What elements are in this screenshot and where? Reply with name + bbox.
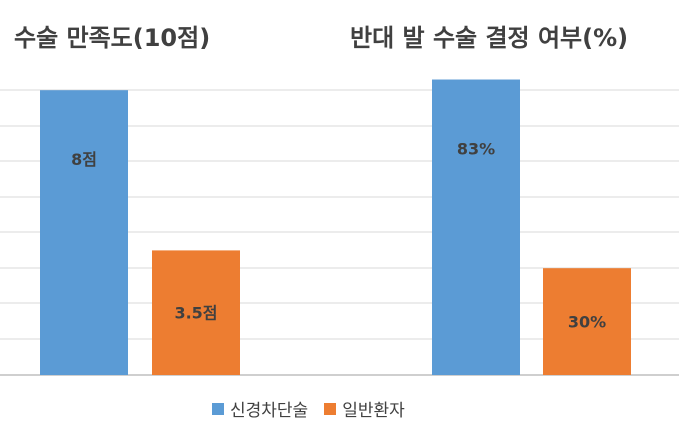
bar-satisfaction-1 bbox=[152, 250, 240, 375]
chart-title-opposite-foot: 반대 발 수술 결정 여부(%) bbox=[350, 24, 629, 52]
bar-opposite-foot-0 bbox=[432, 79, 520, 376]
legend-label-nerve-block: 신경차단술 bbox=[230, 401, 309, 421]
bar-opposite-foot-1 bbox=[543, 268, 631, 375]
legend-swatch-orange bbox=[324, 402, 337, 415]
legend-item-general: 일반환자 bbox=[324, 396, 405, 421]
bar-satisfaction-0 bbox=[40, 90, 128, 375]
chart-title-satisfaction: 수술 만족도(10점) bbox=[14, 24, 211, 52]
data-label: 83% bbox=[457, 140, 495, 159]
data-label: 30% bbox=[568, 313, 606, 332]
legend-item-nerve-block: 신경차단술 bbox=[212, 396, 308, 421]
data-label: 3.5점 bbox=[174, 304, 217, 323]
legend-swatch-blue bbox=[212, 402, 224, 415]
legend: 신경차단술 일반환자 bbox=[212, 396, 421, 421]
legend-label-general: 일반환자 bbox=[342, 401, 405, 421]
data-label: 8점 bbox=[71, 150, 97, 169]
